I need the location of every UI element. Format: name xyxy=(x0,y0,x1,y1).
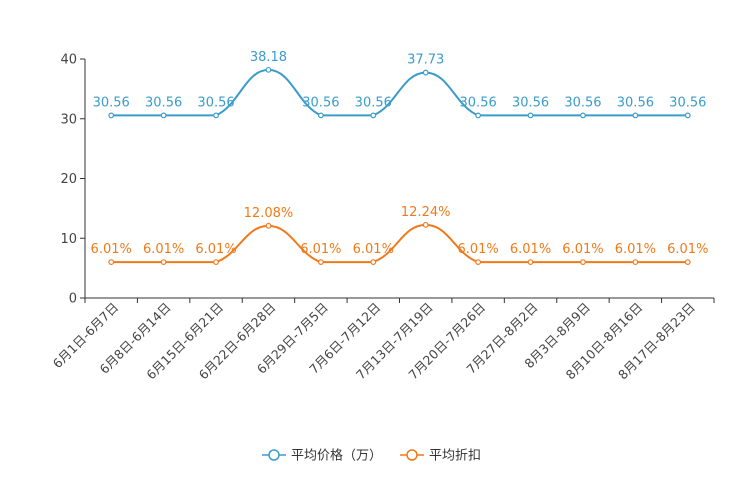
data-label: 37.73 xyxy=(407,53,444,68)
data-label: 6.01% xyxy=(353,242,394,257)
y-tick-label: 10 xyxy=(60,232,77,247)
legend-marker-icon xyxy=(268,449,280,461)
data-point[interactable] xyxy=(213,259,219,265)
data-point[interactable] xyxy=(684,259,691,265)
data-label: 30.56 xyxy=(460,95,497,110)
legend-label: 平均折扣 xyxy=(429,449,481,464)
legend-item-2[interactable]: 平均折扣 xyxy=(400,449,481,464)
y-tick-label: 40 xyxy=(60,53,77,68)
data-point[interactable] xyxy=(632,112,639,119)
data-point[interactable] xyxy=(317,112,324,119)
data-point[interactable] xyxy=(213,112,219,119)
data-point[interactable] xyxy=(317,259,324,265)
series-1: 30.56 30.56 30.56 38.18 30.56 30.56 37.73 30.56… xyxy=(93,50,706,119)
data-point[interactable] xyxy=(527,112,534,119)
data-point[interactable] xyxy=(265,66,272,73)
data-label: 6.01% xyxy=(615,242,656,257)
data-point[interactable] xyxy=(422,69,429,76)
data-label: 6.01% xyxy=(457,242,498,257)
data-point[interactable] xyxy=(684,112,691,119)
data-label: 30.56 xyxy=(302,95,339,110)
data-point[interactable] xyxy=(160,112,167,119)
data-point[interactable] xyxy=(370,112,377,119)
data-point[interactable] xyxy=(108,259,115,265)
y-tick-label: 30 xyxy=(60,112,77,127)
data-label: 38.18 xyxy=(250,50,287,65)
y-tick-label: 20 xyxy=(60,172,77,187)
legend-marker-icon xyxy=(406,449,418,461)
data-label: 12.24% xyxy=(401,205,451,220)
data-point[interactable] xyxy=(370,259,377,265)
data-point[interactable] xyxy=(160,259,167,265)
data-label: 6.01% xyxy=(510,242,551,257)
data-label: 30.56 xyxy=(617,95,654,110)
series-layer: 30.56 30.56 30.56 38.18 30.56 30.56 37.73 30.56… xyxy=(91,50,708,265)
data-point[interactable] xyxy=(108,112,115,119)
data-label: 6.01% xyxy=(300,242,341,257)
data-point[interactable] xyxy=(632,259,639,265)
data-label: 6.01% xyxy=(667,242,708,257)
data-point[interactable] xyxy=(422,221,429,228)
data-point[interactable] xyxy=(527,259,534,265)
data-label: 6.01% xyxy=(143,242,184,257)
legend-item-1[interactable]: 平均价格（万） xyxy=(262,448,382,464)
data-point[interactable] xyxy=(265,222,272,229)
legend[interactable]: 平均价格（万） 平均折扣 xyxy=(262,448,481,464)
series-2: 6.01% 6.01% 6.01% 12.08% 6.01% 6.01% 12.24% 6.0… xyxy=(91,205,708,265)
data-label: 6.01% xyxy=(91,242,132,257)
data-point[interactable] xyxy=(580,259,586,265)
data-point[interactable] xyxy=(580,112,586,119)
data-point[interactable] xyxy=(475,112,482,119)
data-label: 30.56 xyxy=(669,95,706,110)
data-label: 30.56 xyxy=(197,95,234,110)
data-label: 12.08% xyxy=(244,206,294,221)
data-label: 30.56 xyxy=(93,95,130,110)
legend-label: 平均价格（万） xyxy=(291,448,382,464)
data-label: 6.01% xyxy=(562,242,603,257)
data-label: 30.56 xyxy=(512,95,549,110)
data-label: 30.56 xyxy=(564,95,601,110)
y-tick-label: 0 xyxy=(69,292,77,307)
data-label: 6.01% xyxy=(195,242,236,257)
data-point[interactable] xyxy=(475,259,482,265)
data-label: 30.56 xyxy=(355,95,392,110)
data-label: 30.56 xyxy=(145,95,182,110)
